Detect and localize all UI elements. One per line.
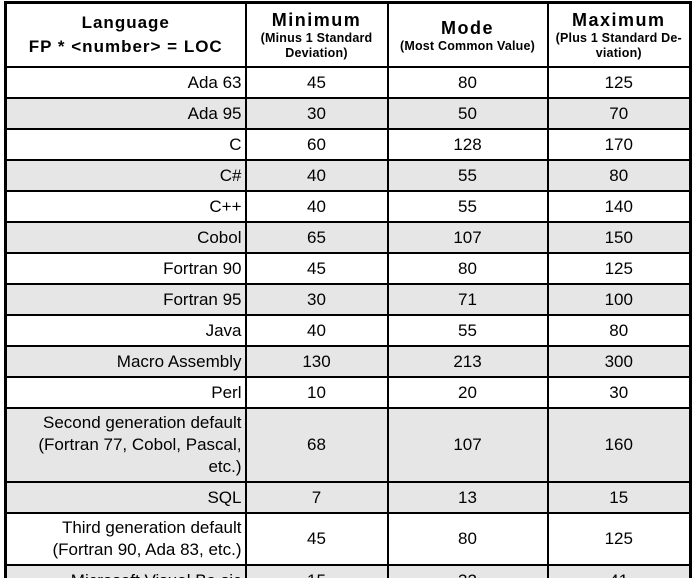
language-cell: Perl bbox=[4, 376, 247, 409]
language-cell: Second generation default (Fortran 77, C… bbox=[4, 407, 247, 483]
language-cell: Fortran 95 bbox=[4, 283, 247, 316]
table-row: Java 40 55 80 bbox=[4, 314, 692, 347]
header-minimum-title: Minimum bbox=[271, 10, 362, 30]
header-maximum: Maximum (Plus 1 Standard De- viation) bbox=[546, 1, 692, 68]
maximum-cell: 160 bbox=[546, 407, 692, 483]
header-mode-title: Mode bbox=[441, 17, 494, 38]
mode-cell: 213 bbox=[386, 345, 549, 378]
table-row: Third generation default (Fortran 90, Ad… bbox=[4, 512, 692, 566]
minimum-cell: 60 bbox=[244, 128, 389, 161]
table-row: SQL 7 13 15 bbox=[4, 481, 692, 514]
maximum-cell: 170 bbox=[546, 128, 692, 161]
minimum-cell: 30 bbox=[244, 97, 389, 130]
minimum-cell: 130 bbox=[244, 345, 389, 378]
language-cell: Macro Assembly bbox=[4, 345, 247, 378]
language-cell: C bbox=[4, 128, 247, 161]
maximum-cell: 80 bbox=[546, 314, 692, 347]
maximum-cell: 70 bbox=[546, 97, 692, 130]
maximum-cell: 41 bbox=[546, 564, 692, 578]
language-cell: Ada 95 bbox=[4, 97, 247, 130]
header-language: Language FP * <number> = LOC bbox=[4, 1, 247, 68]
language-cell: Fortran 90 bbox=[4, 252, 247, 285]
mode-cell: 20 bbox=[386, 376, 549, 409]
mode-cell: 55 bbox=[386, 314, 549, 347]
language-cell: SQL bbox=[4, 481, 247, 514]
language-cell: Microsoft Visual Ba sic bbox=[4, 564, 247, 578]
minimum-cell: 40 bbox=[244, 314, 389, 347]
mode-cell: 55 bbox=[386, 190, 549, 223]
mode-cell: 32 bbox=[386, 564, 549, 578]
minimum-cell: 45 bbox=[244, 66, 389, 99]
mode-cell: 50 bbox=[386, 97, 549, 130]
table-row: C 60 128 170 bbox=[4, 128, 692, 161]
language-cell: Ada 63 bbox=[4, 66, 247, 99]
minimum-cell: 45 bbox=[244, 512, 389, 566]
header-maximum-title: Maximum bbox=[571, 10, 666, 30]
fp-loc-table: Language FP * <number> = LOC Minimum (Mi… bbox=[4, 1, 692, 578]
mode-cell: 107 bbox=[386, 221, 549, 254]
mode-cell: 128 bbox=[386, 128, 549, 161]
minimum-cell: 15 bbox=[244, 564, 389, 578]
maximum-cell: 15 bbox=[546, 481, 692, 514]
table-row: Second generation default (Fortran 77, C… bbox=[4, 407, 692, 483]
maximum-cell: 30 bbox=[546, 376, 692, 409]
header-mode-subtitle: (Most Common Value) bbox=[399, 38, 536, 53]
maximum-cell: 80 bbox=[546, 159, 692, 192]
minimum-cell: 40 bbox=[244, 159, 389, 192]
header-minimum-subtitle: (Minus 1 Standard Deviation) bbox=[260, 31, 373, 60]
header-maximum-subtitle: (Plus 1 Standard De- viation) bbox=[555, 31, 682, 60]
table-row: C# 40 55 80 bbox=[4, 159, 692, 192]
maximum-cell: 300 bbox=[546, 345, 692, 378]
minimum-cell: 10 bbox=[244, 376, 389, 409]
mode-cell: 71 bbox=[386, 283, 549, 316]
table-row: Microsoft Visual Ba sic 15 32 41 bbox=[4, 564, 692, 578]
minimum-cell: 45 bbox=[244, 252, 389, 285]
maximum-cell: 150 bbox=[546, 221, 692, 254]
mode-cell: 80 bbox=[386, 512, 549, 566]
table-row: Ada 63 45 80 125 bbox=[4, 66, 692, 99]
language-cell: Third generation default (Fortran 90, Ad… bbox=[4, 512, 247, 566]
mode-cell: 80 bbox=[386, 66, 549, 99]
minimum-cell: 68 bbox=[244, 407, 389, 483]
header-minimum: Minimum (Minus 1 Standard Deviation) bbox=[244, 1, 389, 68]
minimum-cell: 7 bbox=[244, 481, 389, 514]
mode-cell: 13 bbox=[386, 481, 549, 514]
language-cell: Java bbox=[4, 314, 247, 347]
header-mode: Mode (Most Common Value) bbox=[386, 1, 549, 68]
maximum-cell: 125 bbox=[546, 512, 692, 566]
table-row: Macro Assembly 130 213 300 bbox=[4, 345, 692, 378]
table-row: Fortran 95 30 71 100 bbox=[4, 283, 692, 316]
table-row: Fortran 90 45 80 125 bbox=[4, 252, 692, 285]
minimum-cell: 30 bbox=[244, 283, 389, 316]
maximum-cell: 125 bbox=[546, 252, 692, 285]
header-row: Language FP * <number> = LOC Minimum (Mi… bbox=[4, 1, 692, 68]
header-language-label: Language FP * <number> = LOC bbox=[28, 13, 223, 56]
minimum-cell: 65 bbox=[244, 221, 389, 254]
table-row: Ada 95 30 50 70 bbox=[4, 97, 692, 130]
maximum-cell: 125 bbox=[546, 66, 692, 99]
maximum-cell: 100 bbox=[546, 283, 692, 316]
table-row: Perl 10 20 30 bbox=[4, 376, 692, 409]
table-row: C++ 40 55 140 bbox=[4, 190, 692, 223]
minimum-cell: 40 bbox=[244, 190, 389, 223]
mode-cell: 80 bbox=[386, 252, 549, 285]
mode-cell: 107 bbox=[386, 407, 549, 483]
language-cell: C++ bbox=[4, 190, 247, 223]
language-cell: Cobol bbox=[4, 221, 247, 254]
mode-cell: 55 bbox=[386, 159, 549, 192]
language-cell: C# bbox=[4, 159, 247, 192]
maximum-cell: 140 bbox=[546, 190, 692, 223]
table-row: Cobol 65 107 150 bbox=[4, 221, 692, 254]
